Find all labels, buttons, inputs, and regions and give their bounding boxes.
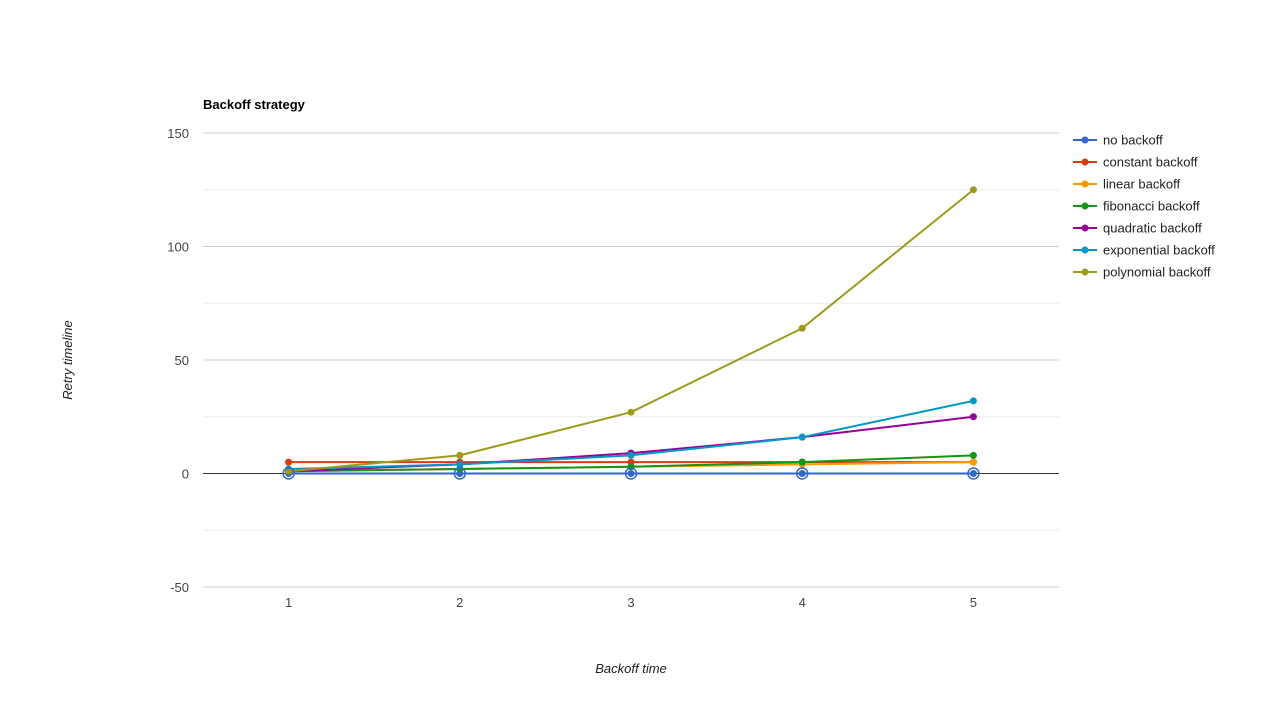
data-point[interactable] bbox=[798, 458, 806, 466]
series-no-backoff bbox=[285, 470, 977, 477]
legend-label: exponential backoff bbox=[1103, 243, 1215, 258]
legend-label: quadratic backoff bbox=[1103, 221, 1202, 236]
legend-swatch-dot bbox=[1081, 246, 1089, 254]
x-tick-label: 1 bbox=[285, 595, 292, 610]
data-point[interactable] bbox=[969, 186, 977, 194]
legend-swatch-dot bbox=[1081, 180, 1089, 188]
x-axis-ticks: 1 2 3 4 5 bbox=[285, 595, 977, 610]
data-point[interactable] bbox=[969, 458, 977, 466]
data-point[interactable] bbox=[285, 467, 293, 475]
legend-swatch-dot bbox=[1081, 224, 1089, 232]
legend-item[interactable]: constant backoff bbox=[1073, 155, 1198, 170]
data-point[interactable] bbox=[627, 470, 635, 477]
legend-swatch-dot bbox=[1081, 268, 1089, 276]
chart-title: Backoff strategy bbox=[203, 97, 306, 112]
y-axis-title: Retry timeline bbox=[60, 320, 75, 399]
x-tick-label: 3 bbox=[627, 595, 634, 610]
legend-label: no backoff bbox=[1103, 133, 1163, 148]
series-polynomial-backoff bbox=[285, 186, 977, 475]
legend-item[interactable]: fibonacci backoff bbox=[1073, 199, 1200, 214]
selected-point-ring bbox=[795, 467, 809, 480]
legend: no backoff constant backoff linear backoff… bbox=[1073, 133, 1215, 280]
legend-label: fibonacci backoff bbox=[1103, 199, 1200, 214]
data-point[interactable] bbox=[798, 433, 806, 441]
y-tick-label: 100 bbox=[167, 240, 189, 255]
y-axis-ticks: 150 100 50 0 -50 bbox=[167, 126, 189, 595]
x-tick-label: 5 bbox=[970, 595, 977, 610]
data-point[interactable] bbox=[627, 408, 635, 416]
legend-item[interactable]: polynomial backoff bbox=[1073, 265, 1211, 280]
legend-label: linear backoff bbox=[1103, 177, 1180, 192]
data-point[interactable] bbox=[627, 451, 635, 459]
y-tick-label: -50 bbox=[170, 580, 189, 595]
x-tick-label: 4 bbox=[799, 595, 806, 610]
y-tick-label: 50 bbox=[175, 353, 189, 368]
legend-item[interactable]: no backoff bbox=[1073, 133, 1163, 148]
data-point[interactable] bbox=[285, 458, 293, 466]
legend-item[interactable]: quadratic backoff bbox=[1073, 221, 1202, 236]
series-exponential-backoff bbox=[285, 397, 977, 473]
data-point[interactable] bbox=[456, 451, 464, 459]
legend-label: constant backoff bbox=[1103, 155, 1198, 170]
data-point[interactable] bbox=[969, 451, 977, 459]
selected-point-ring bbox=[282, 467, 295, 480]
y-tick-label: 0 bbox=[182, 467, 189, 482]
data-point[interactable] bbox=[798, 324, 806, 332]
x-axis-title: Backoff time bbox=[595, 661, 667, 676]
selected-point-ring bbox=[624, 467, 638, 480]
gridlines bbox=[203, 132, 1059, 588]
y-tick-label: 150 bbox=[167, 126, 189, 141]
legend-item[interactable]: exponential backoff bbox=[1073, 243, 1215, 258]
series-group bbox=[282, 186, 980, 480]
legend-swatch-dot bbox=[1081, 136, 1089, 144]
legend-swatch-dot bbox=[1081, 158, 1089, 166]
selected-point-ring bbox=[453, 467, 467, 480]
data-point[interactable] bbox=[456, 460, 464, 468]
selected-point-ring bbox=[967, 467, 980, 480]
data-point[interactable] bbox=[798, 470, 806, 477]
legend-label: polynomial backoff bbox=[1103, 265, 1211, 280]
data-point[interactable] bbox=[969, 470, 977, 477]
data-point[interactable] bbox=[969, 397, 977, 405]
legend-swatch-dot bbox=[1081, 202, 1089, 210]
legend-item[interactable]: linear backoff bbox=[1073, 177, 1180, 192]
x-tick-label: 2 bbox=[456, 595, 463, 610]
data-point[interactable] bbox=[969, 413, 977, 421]
